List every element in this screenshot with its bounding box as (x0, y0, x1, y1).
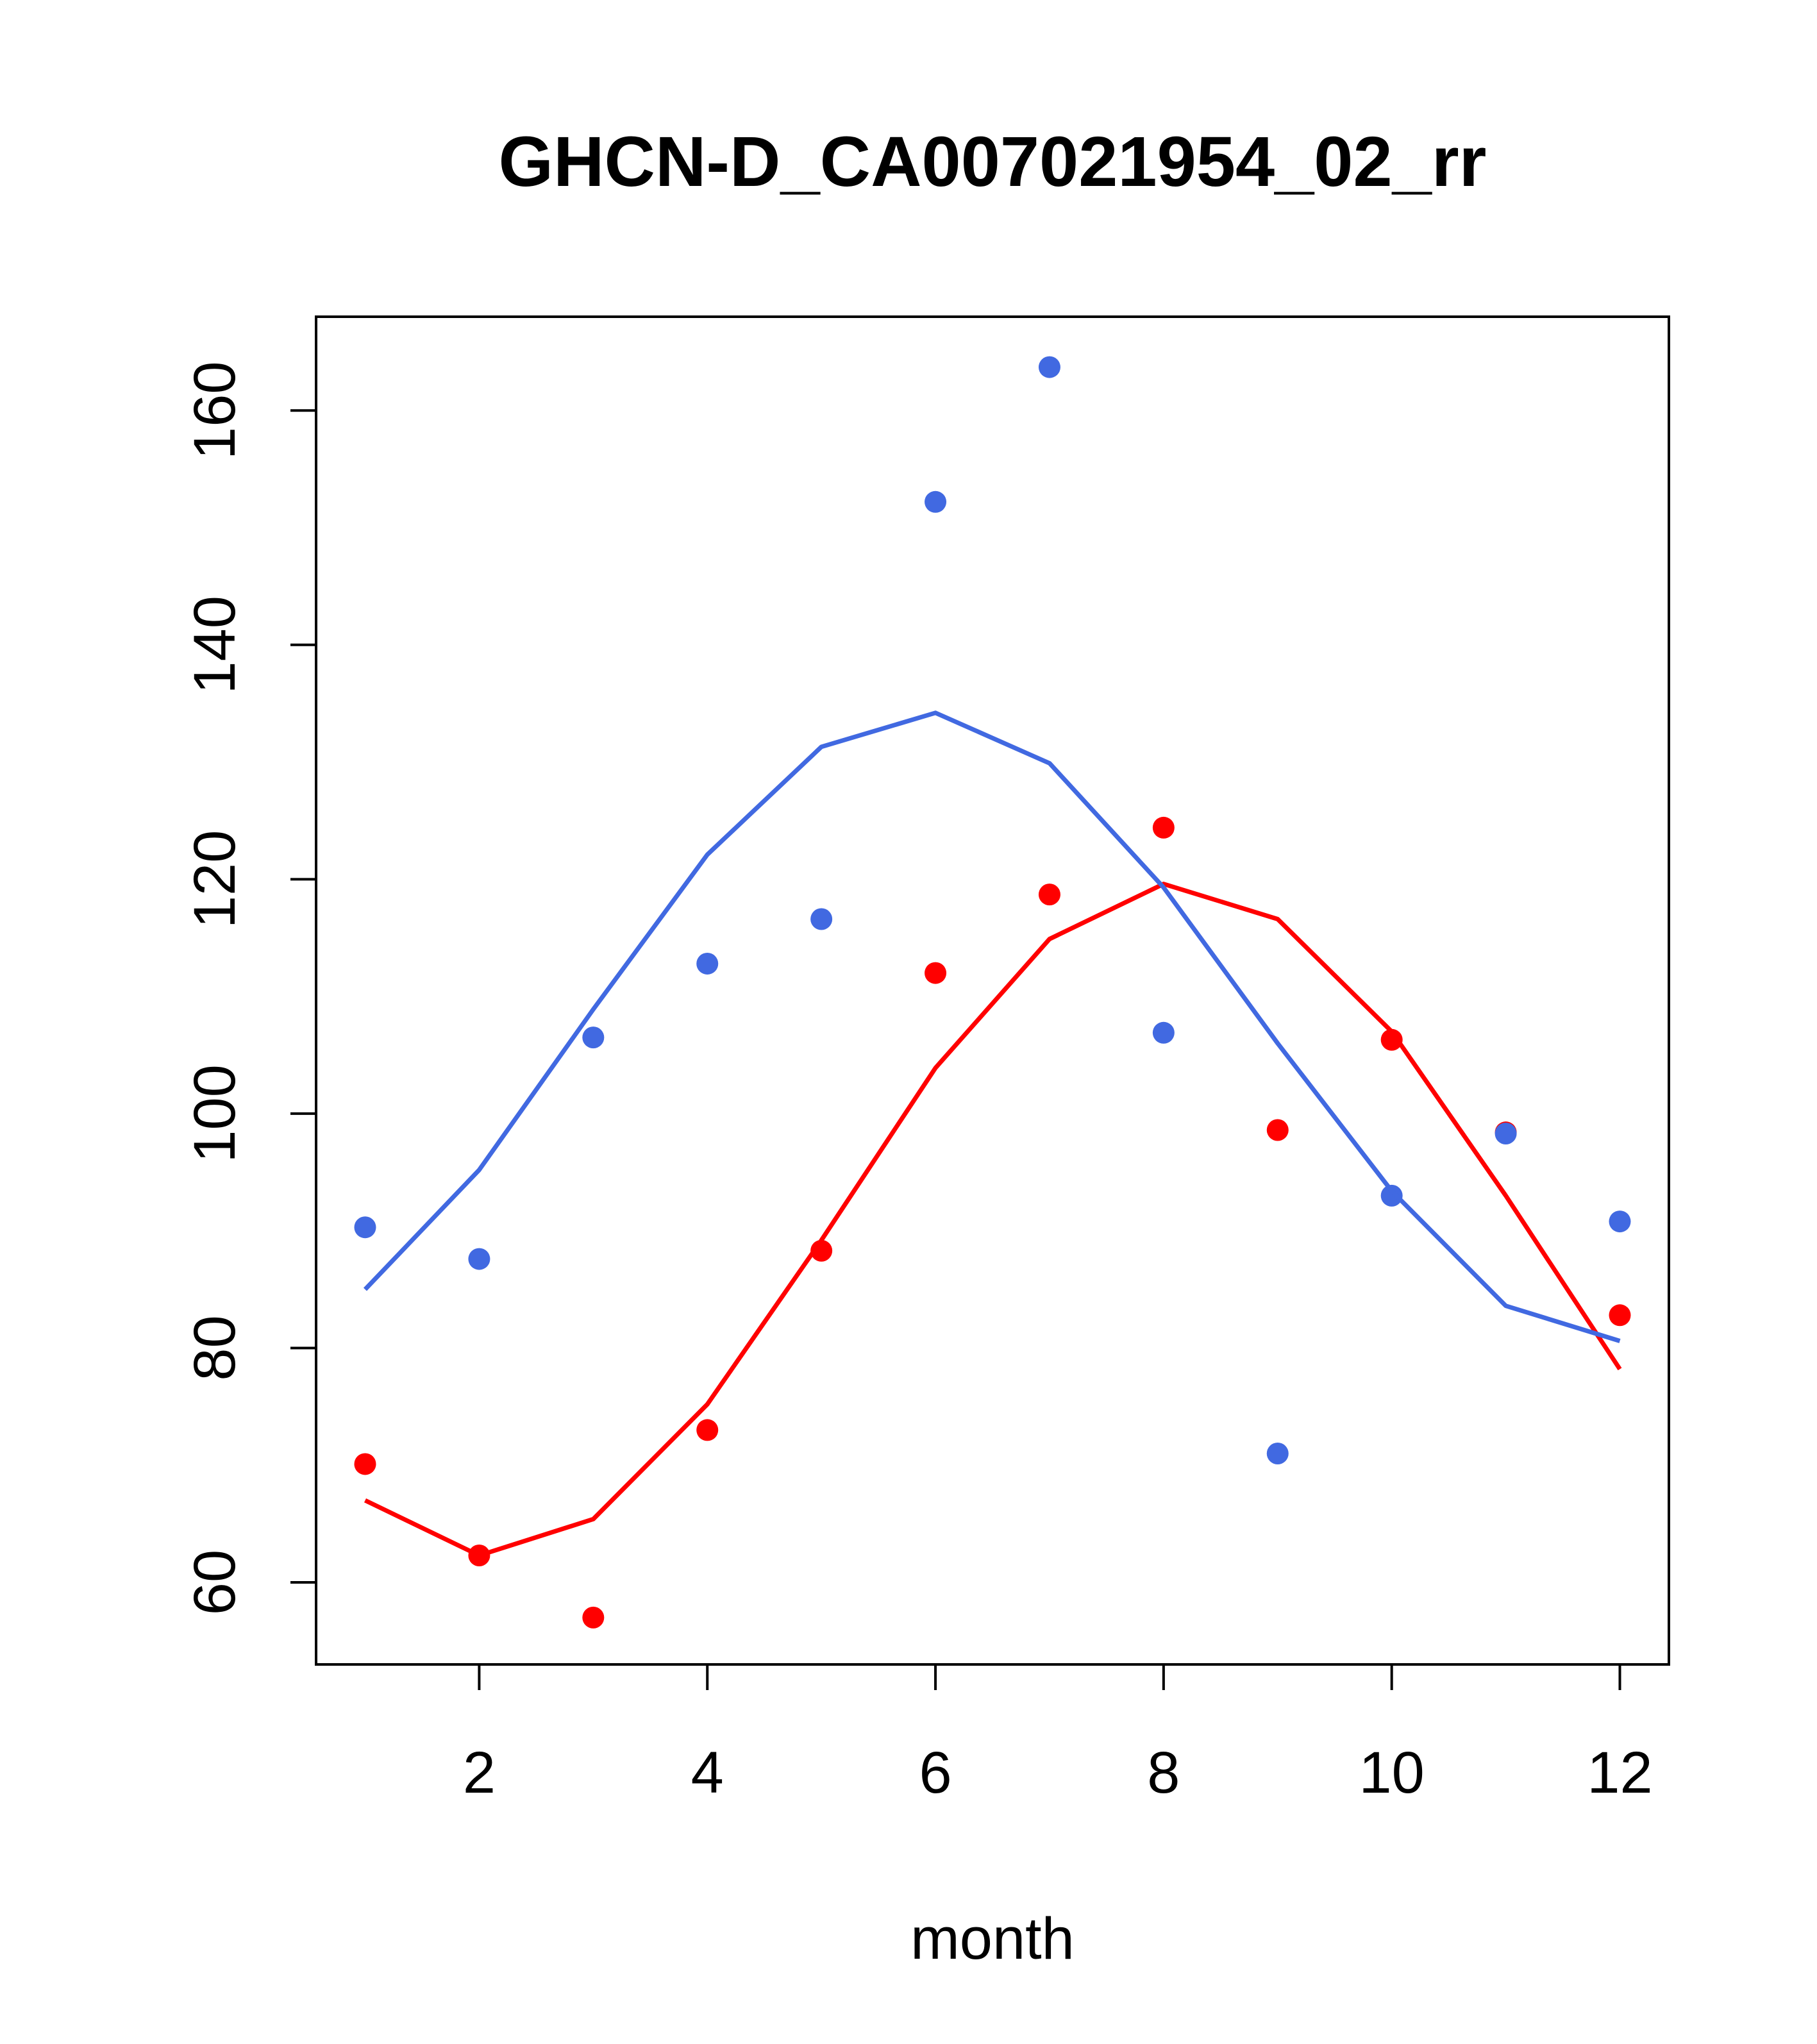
x-tick-label-12: 12 (1587, 1740, 1652, 1805)
blue-points-point-11 (1495, 1122, 1517, 1144)
blue-fit-line (363, 710, 1621, 1343)
blue-points-point-12 (1609, 1210, 1631, 1233)
x-tick-label-10: 10 (1359, 1740, 1425, 1805)
y-tick-label-80: 80 (182, 1315, 247, 1380)
plot-frame (315, 315, 1670, 1666)
blue-points-point-7 (1038, 356, 1060, 378)
red-points-point-12 (1609, 1304, 1631, 1327)
blue-points-point-9 (1266, 1442, 1289, 1464)
red-points-point-6 (925, 962, 947, 984)
x-tick-label-4: 4 (691, 1740, 724, 1805)
red-fit-line (364, 882, 1622, 1558)
red-points-point-8 (1152, 816, 1175, 839)
red-points-point-9 (1266, 1119, 1289, 1141)
chart-title: GHCN-D_CA007021954_02_rr (499, 122, 1487, 201)
red-points-point-10 (1380, 1028, 1403, 1051)
red-points-point-3 (582, 1606, 605, 1629)
red-points-point-7 (1038, 884, 1060, 906)
x-tick-label-6: 6 (919, 1740, 951, 1805)
x-axis-title: month (910, 1906, 1075, 1972)
plot-area: 2 4 6 8 10 12 60 80 100 120 140 160 (182, 315, 1670, 1805)
blue-points-point-4 (696, 952, 719, 975)
y-tick-label-120: 120 (182, 830, 247, 929)
x-tick-label-8: 8 (1147, 1740, 1180, 1805)
blue-points-point-3 (582, 1026, 605, 1049)
red-points-point-1 (354, 1453, 376, 1475)
blue-points-point-10 (1380, 1184, 1403, 1207)
blue-points-point-1 (354, 1216, 376, 1239)
y-tick-label-160: 160 (182, 361, 247, 460)
blue-points-point-6 (925, 490, 947, 513)
y-tick-label-100: 100 (182, 1064, 247, 1163)
red-points-point-4 (696, 1419, 719, 1441)
y-tick-label-140: 140 (182, 596, 247, 694)
x-tick-label-2: 2 (463, 1740, 496, 1805)
y-tick-label-60: 60 (182, 1550, 247, 1615)
blue-points-point-2 (468, 1248, 490, 1270)
blue-points-point-5 (810, 908, 833, 930)
blue-points-point-8 (1152, 1021, 1175, 1044)
